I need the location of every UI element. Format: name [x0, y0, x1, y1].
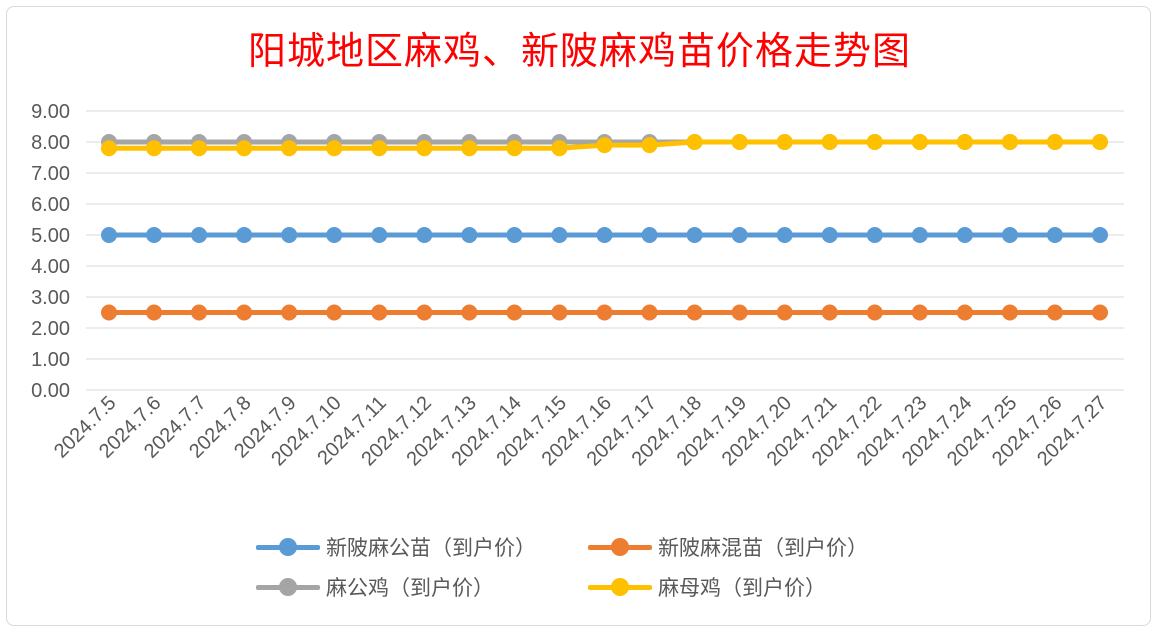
data-point: [281, 140, 298, 157]
data-point: [731, 134, 748, 150]
data-point: [641, 304, 658, 321]
legend-item-series-4: 麻母鸡（到户价）: [588, 572, 826, 602]
data-point: [461, 227, 478, 243]
data-point: [776, 134, 793, 150]
data-point: [596, 137, 613, 154]
data-point: [1092, 134, 1108, 150]
data-point: [326, 140, 343, 157]
legend-swatch-series-1: [256, 537, 320, 557]
data-point: [146, 227, 163, 243]
data-point: [101, 304, 117, 321]
data-point: [866, 227, 883, 243]
data-point: [956, 134, 973, 150]
data-point: [1001, 304, 1018, 321]
data-point: [236, 140, 253, 157]
legend-item-series-1: 新陂麻公苗（到户价）: [256, 532, 536, 562]
y-tick-label: 1.00: [31, 349, 70, 371]
data-point: [1001, 134, 1018, 150]
data-point: [236, 227, 253, 243]
y-tick-label: 3.00: [31, 287, 70, 309]
data-point: [146, 140, 163, 157]
x-axis-tick-labels: 2024.7.52024.7.62024.7.72024.7.82024.7.9…: [50, 392, 1112, 470]
data-point: [506, 304, 523, 321]
data-point: [281, 304, 298, 321]
data-point: [371, 304, 388, 321]
series-group: [101, 134, 1108, 321]
data-point: [506, 140, 523, 157]
series-1: [101, 227, 1108, 243]
data-point: [911, 134, 928, 150]
data-point: [821, 304, 838, 321]
series-4: [101, 134, 1108, 157]
data-point: [191, 304, 208, 321]
data-point: [416, 304, 433, 321]
data-point: [956, 304, 973, 321]
data-point: [641, 137, 658, 154]
y-tick-label: 2.00: [31, 318, 70, 340]
series-2: [101, 304, 1108, 321]
data-point: [551, 227, 568, 243]
data-point: [866, 134, 883, 150]
data-point: [1001, 227, 1018, 243]
data-point: [731, 227, 748, 243]
data-point: [236, 304, 253, 321]
legend-swatch-series-4: [588, 577, 652, 597]
legend-label: 麻公鸡（到户价）: [326, 576, 494, 600]
legend-item-series-3: 麻公鸡（到户价）: [256, 572, 494, 602]
y-axis-tick-labels: 0.00 1.00 2.00 3.00 4.00 5.00 6.00 7.00 8.00 9.00: [31, 101, 70, 402]
data-point: [956, 227, 973, 243]
data-point: [551, 140, 568, 157]
data-point: [371, 140, 388, 157]
legend-label: 新陂麻混苗（到户价）: [658, 536, 868, 560]
data-point: [911, 304, 928, 321]
data-point: [776, 227, 793, 243]
data-point: [596, 227, 613, 243]
legend-swatch-series-3: [256, 577, 320, 597]
data-point: [1046, 304, 1063, 321]
data-point: [371, 227, 388, 243]
data-point: [101, 140, 117, 157]
data-point: [776, 304, 793, 321]
data-point: [686, 134, 703, 150]
y-tick-label: 4.00: [31, 256, 70, 278]
data-point: [596, 304, 613, 321]
y-tick-label: 9.00: [31, 101, 70, 123]
data-point: [1046, 227, 1063, 243]
data-point: [416, 140, 433, 157]
data-point: [281, 227, 298, 243]
data-point: [461, 140, 478, 157]
data-point: [551, 304, 568, 321]
data-point: [326, 304, 343, 321]
data-point: [641, 227, 658, 243]
data-point: [821, 227, 838, 243]
data-point: [911, 227, 928, 243]
data-point: [326, 227, 343, 243]
legend-item-series-2: 新陂麻混苗（到户价）: [588, 532, 868, 562]
legend-label: 麻母鸡（到户价）: [658, 576, 826, 600]
data-point: [686, 227, 703, 243]
chart-title: 阳城地区麻鸡、新陂麻鸡苗价格走势图: [247, 29, 911, 73]
data-point: [1092, 227, 1108, 243]
y-tick-label: 0.00: [31, 380, 70, 402]
data-point: [461, 304, 478, 321]
y-tick-label: 8.00: [31, 132, 70, 154]
legend-label: 新陂麻公苗（到户价）: [326, 536, 536, 560]
data-point: [101, 227, 117, 243]
data-point: [821, 134, 838, 150]
data-point: [506, 227, 523, 243]
data-point: [191, 227, 208, 243]
data-point: [866, 304, 883, 321]
data-point: [146, 304, 163, 321]
data-point: [1046, 134, 1063, 150]
data-point: [191, 140, 208, 157]
legend-swatch-series-2: [588, 537, 652, 557]
data-point: [731, 304, 748, 321]
y-tick-label: 5.00: [31, 225, 70, 247]
y-tick-label: 6.00: [31, 194, 70, 216]
data-point: [686, 304, 703, 321]
y-tick-label: 7.00: [31, 163, 70, 185]
data-point: [416, 227, 433, 243]
data-point: [1092, 304, 1108, 321]
